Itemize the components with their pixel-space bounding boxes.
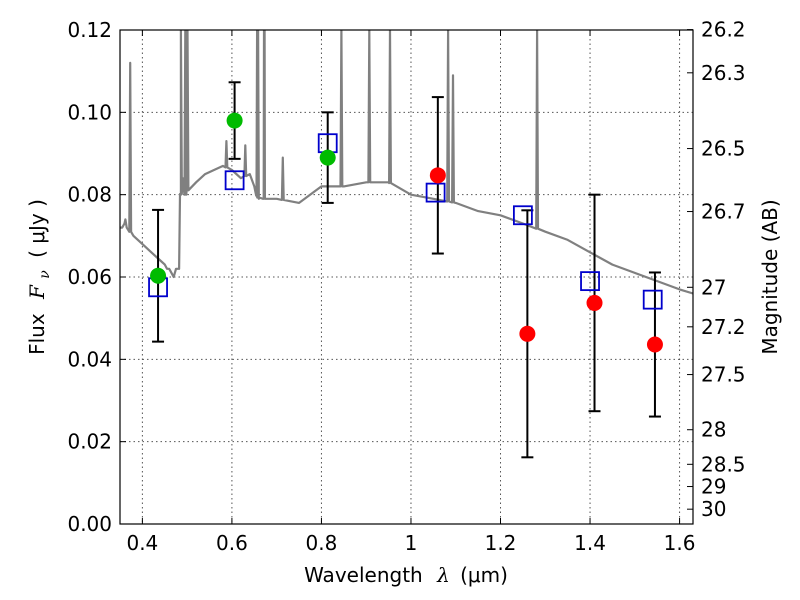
model-spectrum-line — [120, 30, 693, 295]
magnitude-tick-label: 26.3 — [701, 61, 746, 85]
x-tick-label: 1.4 — [574, 531, 606, 555]
model-photometry-square — [224, 170, 245, 191]
x-tick-label: 0.8 — [306, 531, 338, 555]
optical-detection-point — [150, 267, 167, 284]
magnitude-tick-label: 30 — [701, 497, 726, 521]
y-tick-label: 0.00 — [67, 512, 112, 536]
model-photometry-square — [425, 182, 446, 203]
model-photometry-square — [512, 205, 533, 226]
x-tick-label: 1.2 — [485, 531, 517, 555]
magnitude-tick-label: 27.5 — [701, 363, 746, 387]
magnitude-tick-label: 26.5 — [701, 137, 746, 161]
spectrum-layer — [120, 30, 693, 295]
magnitude-tick-label: 29 — [701, 475, 726, 499]
y-axis-label-text: Flux — [25, 313, 49, 355]
x-tick-label: 1 — [405, 531, 418, 555]
optical-detection-point — [319, 149, 336, 166]
errorbar-layer — [152, 81, 661, 459]
magnitude-tick-label: 26.7 — [701, 200, 746, 224]
y-axis-label: Flux F ν ( μJy ) — [25, 199, 54, 355]
magnitude-tick-label: 27 — [701, 275, 726, 299]
nir-detection-point — [646, 336, 663, 353]
x-axis-label-unit: (μm) — [460, 563, 508, 587]
y-axis-label-subscript: ν — [37, 270, 53, 279]
marker-layer — [148, 112, 663, 353]
magnitude-tick-label: 26.2 — [701, 18, 746, 42]
y-axis-ticks: 0.00 0.02 0.04 0.06 0.08 0.10 0.12 — [67, 18, 126, 536]
magnitude-tick-label: 27.2 — [701, 315, 746, 339]
y-tick-label: 0.10 — [67, 100, 112, 124]
x-axis-label-text: Wavelength — [304, 563, 423, 587]
x-tick-label: 0.6 — [216, 531, 248, 555]
nir-detection-point — [429, 167, 446, 184]
magnitude-tick-label: 28.5 — [701, 452, 746, 476]
magnitude-tick-label: 28 — [701, 418, 726, 442]
y-axis-label-unit: ( μJy ) — [25, 199, 49, 258]
model-photometry-square — [580, 271, 600, 292]
nir-detection-point — [586, 294, 603, 311]
grid — [120, 30, 693, 524]
magnitude-axis-label: Magnitude (AB) — [758, 199, 782, 354]
nir-detection-point — [519, 325, 536, 342]
x-axis-label: Wavelength λ (μm) — [304, 563, 508, 587]
y-tick-label: 0.04 — [67, 347, 112, 371]
x-tick-label: 0.4 — [126, 531, 158, 555]
y-tick-label: 0.02 — [67, 430, 112, 454]
x-axis-ticks: 0.4 0.6 0.8 1 1.2 1.4 1.6 — [126, 30, 695, 555]
optical-detection-point — [226, 112, 243, 129]
y-tick-label: 0.12 — [67, 18, 112, 42]
model-photometry-square — [642, 289, 663, 310]
y-tick-label: 0.06 — [67, 265, 112, 289]
y-axis-label-symbol: F — [25, 284, 49, 300]
x-axis-label-symbol: λ — [436, 563, 450, 587]
x-tick-label: 1.6 — [664, 531, 696, 555]
y-tick-label: 0.08 — [67, 183, 112, 207]
